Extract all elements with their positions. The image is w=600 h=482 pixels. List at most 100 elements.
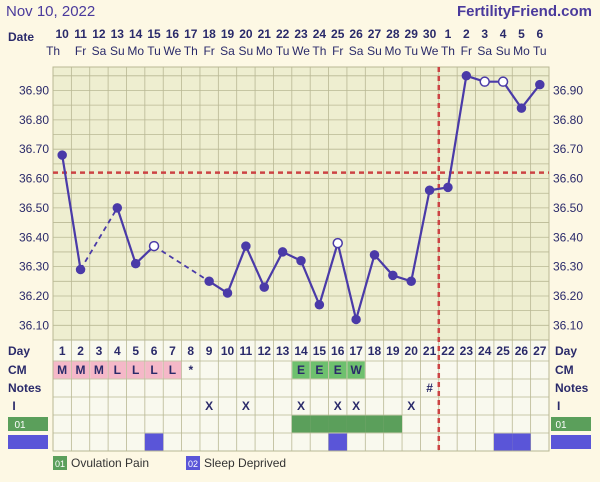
intercourse-row-label-right: I [557,399,560,413]
weekday-label: Th [184,44,198,58]
day-number: 2 [77,344,84,358]
y-tick-label-left: 36.80 [19,113,49,127]
temperature-point [296,255,306,266]
temperature-point [406,276,416,287]
cm-row-label-right: CM [555,363,574,377]
date-label: 26 [349,27,363,41]
temperature-point [351,314,361,325]
ovulation-pain-cell [291,415,311,433]
weekday-label: Mo [385,44,402,58]
date-label: 25 [331,27,345,41]
weekday-label: Tu [147,44,161,58]
day-number: 17 [349,344,363,358]
day-number: 23 [460,344,474,358]
chart-date: Nov 10, 2022 [6,3,96,20]
temperature-segment [318,242,339,306]
temperature-segment [502,81,523,109]
code-02-badge-right [551,435,591,449]
temperature-point [443,182,453,193]
temperature-segment [355,254,376,320]
temperature-point [112,203,123,213]
cm-value: E [315,363,323,377]
legend-swatch-ovulation-pain [53,456,67,470]
weekday-label: Tu [404,44,418,58]
date-label: 6 [536,27,543,41]
weekday-label: Su [239,44,254,58]
cm-cell [71,361,90,379]
ovulation-pain-cell [365,415,384,433]
temperature-point [75,264,86,275]
y-tick-label-left: 36.50 [19,201,49,215]
day-number: 27 [533,344,547,358]
y-tick-label-left: 36.40 [19,230,49,244]
code-01-label: 01 [14,420,26,431]
day-number: 20 [405,344,419,358]
temperature-segment [116,207,137,265]
intercourse-mark: X [352,399,360,413]
date-label: 27 [368,27,382,41]
notes-row-label: Notes [8,381,42,395]
cm-cell [329,361,347,379]
date-label: 19 [221,27,235,41]
y-tick-label-right: 36.40 [553,230,583,244]
day-number: 1 [59,344,66,358]
temperature-point [314,300,325,310]
code-01-badge [8,417,48,431]
day-number: 5 [132,344,139,358]
weekday-label: Su [367,44,382,58]
date-label: 17 [184,27,198,41]
day-number: 14 [294,344,308,358]
cm-value: M [57,363,67,377]
date-label: 11 [74,27,87,41]
legend-code: 01 [55,459,65,469]
temperature-point [259,282,270,292]
site-name[interactable]: FertilityFriend.com [456,3,592,20]
weekday-label: Sa [349,44,364,58]
plot-area [52,66,550,341]
date-label: 16 [166,27,180,41]
cm-value: L [132,363,139,377]
cm-value: L [169,363,176,377]
date-label: 20 [239,27,253,41]
weekday-label: Sa [477,44,492,58]
day-number: 13 [276,344,290,358]
weekday-label: Mo [513,44,530,58]
weekday-label: Th [441,44,455,58]
y-tick-label-left: 36.70 [19,142,49,156]
date-label: 28 [386,27,400,41]
cm-row-label: CM [8,363,27,377]
day-number: 19 [386,344,400,358]
day-row-label-right: Day [555,344,577,358]
temperature-point [388,270,398,281]
temperature-point [148,240,160,252]
sleep-deprived-cell [493,433,513,451]
y-tick-label-right: 36.80 [553,113,583,127]
temperature-point [497,76,509,87]
weekday-label: Mo [127,44,144,58]
y-tick-label-left: 36.10 [19,318,49,332]
legend-swatch-sleep-deprived [186,456,200,470]
temperature-point [130,258,141,269]
temperature-segment [61,154,82,270]
y-tick-label-right: 36.60 [553,172,583,186]
temperature-point [332,237,343,249]
cm-value: M [94,363,104,377]
weekday-label: We [164,44,182,58]
cm-value: L [150,363,157,377]
ovulation-pain-cell [328,415,347,433]
cm-cell [53,361,71,379]
y-tick-label-left: 36.30 [19,260,49,274]
weekday-label: Su [110,44,125,58]
day-number: 6 [151,344,158,358]
weekday-label: Fr [332,44,343,58]
day-number: 8 [187,344,194,358]
day-number: 22 [441,344,455,358]
day-number: 15 [313,344,327,358]
day-number: 7 [169,344,176,358]
temperature-segment [410,190,431,282]
cm-value: E [334,363,342,377]
date-label: 29 [405,27,419,41]
legend-code: 02 [188,459,198,469]
cm-cell [163,361,182,379]
code-01-badge-right [551,417,591,431]
